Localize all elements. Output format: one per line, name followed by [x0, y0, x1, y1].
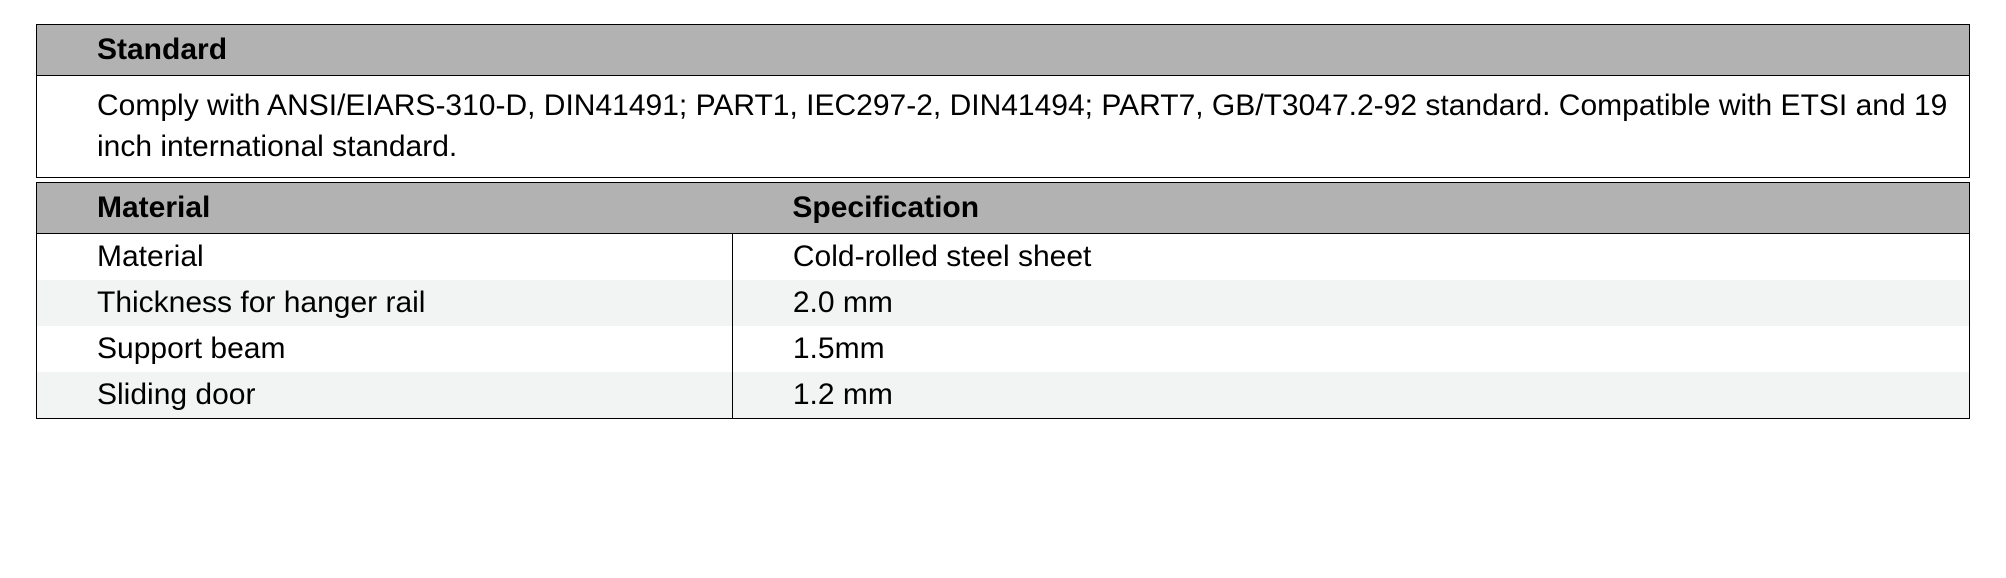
spec-col-specification: Specification [732, 183, 1969, 234]
table-row: Thickness for hanger rail 2.0 mm [37, 280, 1970, 326]
cell-material: Thickness for hanger rail [37, 280, 733, 326]
standard-table: Standard Comply with ANSI/EIARS-310-D, D… [36, 24, 1970, 178]
standard-header: Standard [37, 25, 1970, 76]
cell-spec: 1.2 mm [732, 372, 1969, 419]
cell-material: Support beam [37, 326, 733, 372]
table-row: Sliding door 1.2 mm [37, 372, 1970, 419]
cell-material: Sliding door [37, 372, 733, 419]
table-row: Material Cold-rolled steel sheet [37, 234, 1970, 281]
table-row: Support beam 1.5mm [37, 326, 1970, 372]
standard-body: Comply with ANSI/EIARS-310-D, DIN41491; … [37, 76, 1970, 178]
cell-material: Material [37, 234, 733, 281]
spec-col-material: Material [37, 183, 733, 234]
cell-spec: Cold-rolled steel sheet [732, 234, 1969, 281]
cell-spec: 2.0 mm [732, 280, 1969, 326]
spec-table: Material Specification Material Cold-rol… [36, 182, 1970, 419]
cell-spec: 1.5mm [732, 326, 1969, 372]
